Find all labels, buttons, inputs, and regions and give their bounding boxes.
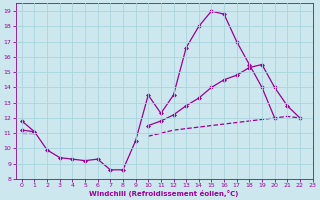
X-axis label: Windchill (Refroidissement éolien,°C): Windchill (Refroidissement éolien,°C) (89, 190, 239, 197)
